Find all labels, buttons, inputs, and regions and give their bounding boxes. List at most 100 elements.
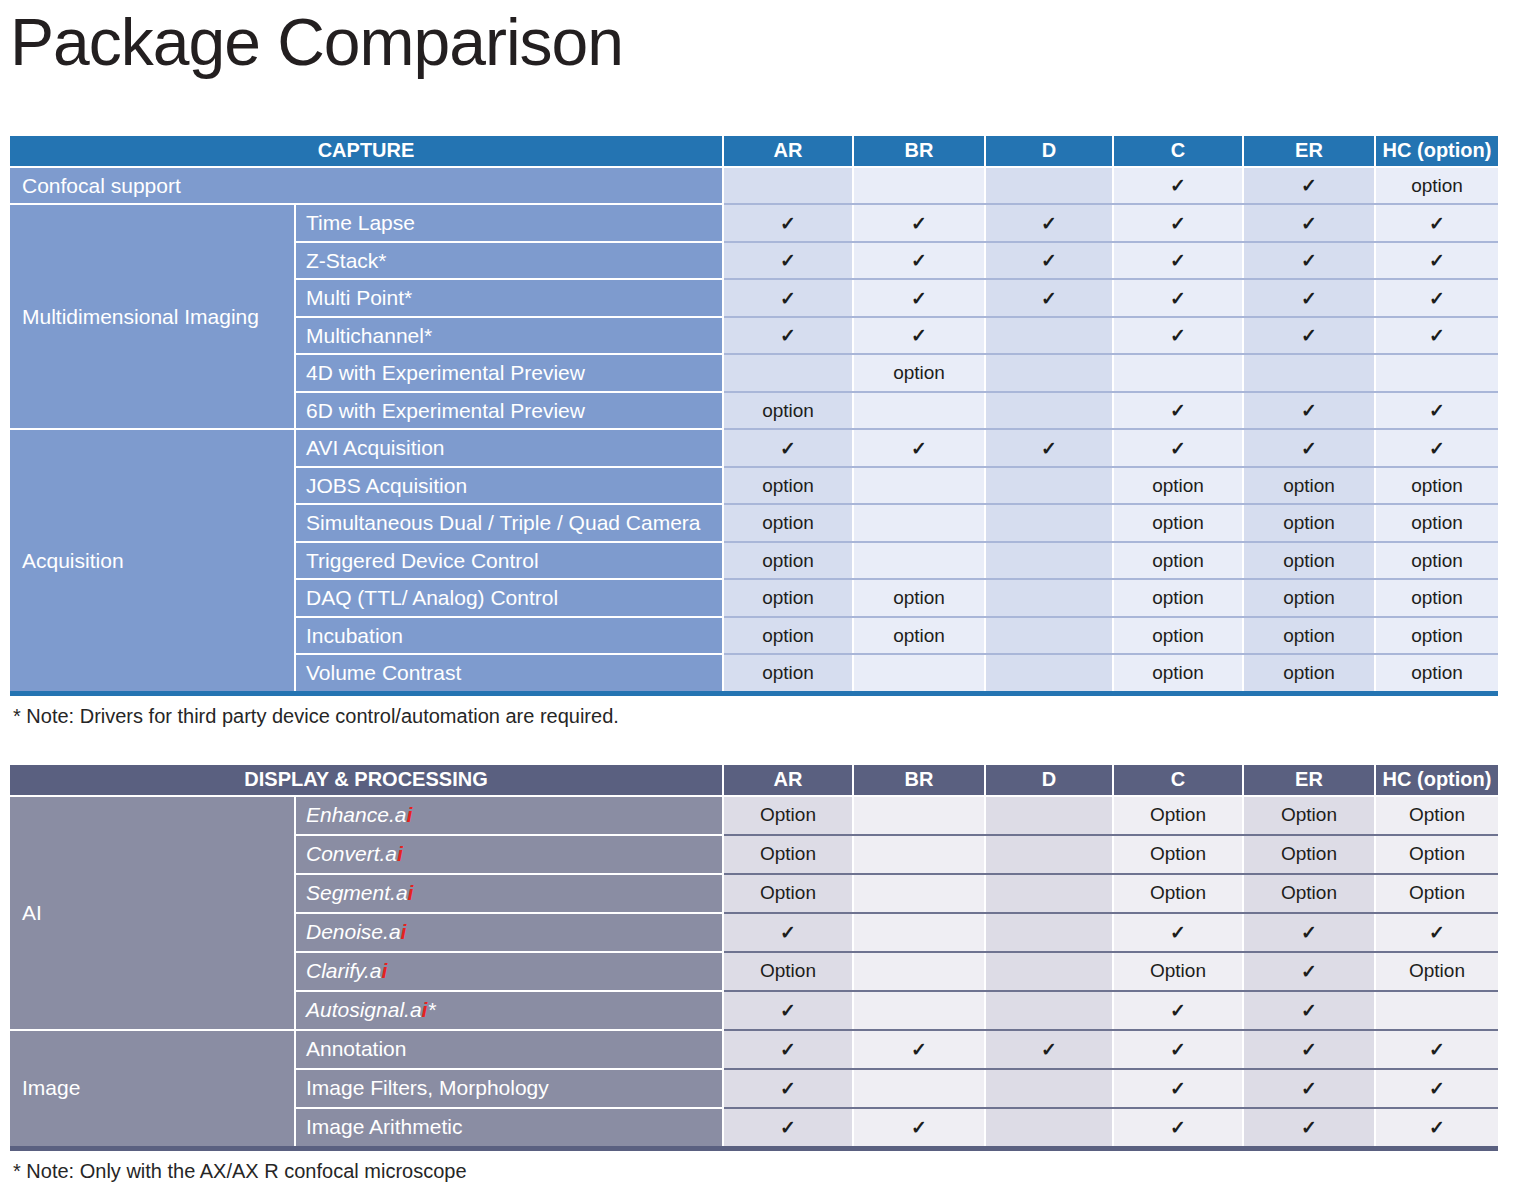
- display-processing-table: DISPLAY & PROCESSINGARBRDCERHC (option)A…: [10, 765, 1498, 1151]
- feature-label: Autosignal.a: [306, 998, 422, 1021]
- feature-label: Clarify.a: [306, 959, 381, 982]
- option-cell: option: [1243, 542, 1375, 580]
- check-cell: ✓: [1243, 1108, 1375, 1149]
- feature-label-red-i: i: [401, 920, 407, 943]
- option-cell: option: [1243, 467, 1375, 505]
- feature-label: Enhance.a: [306, 803, 406, 826]
- feature-cell: Clarify.ai: [295, 952, 723, 991]
- capture-table: CAPTUREARBRDCERHC (option)Confocal suppo…: [10, 136, 1498, 696]
- group-cell: AI: [10, 796, 295, 1030]
- header-row: DISPLAY & PROCESSINGARBRDCERHC (option): [10, 765, 1498, 796]
- feature-label: Confocal support: [22, 174, 181, 197]
- feature-label: AVI Acquisition: [306, 436, 445, 459]
- empty-cell: [1113, 354, 1243, 392]
- feature-label: 6D with Experimental Preview: [306, 399, 585, 422]
- column-header: ER: [1243, 136, 1375, 167]
- column-header: D: [985, 136, 1113, 167]
- check-cell: ✓: [985, 429, 1113, 467]
- feature-cell: AVI Acquisition: [295, 429, 723, 467]
- option-cell: Option: [723, 952, 853, 991]
- feature-label: Simultaneous Dual / Triple / Quad Camera: [306, 511, 701, 534]
- option-cell: option: [1375, 542, 1498, 580]
- empty-cell: [985, 991, 1113, 1030]
- check-cell: ✓: [853, 242, 985, 280]
- option-cell: option: [723, 579, 853, 617]
- option-cell: option: [853, 579, 985, 617]
- empty-cell: [985, 542, 1113, 580]
- feature-cell: Multi Point*: [295, 279, 723, 317]
- page-title: Package Comparison: [10, 6, 1498, 80]
- feature-label: Multichannel*: [306, 324, 432, 347]
- feature-cell: Simultaneous Dual / Triple / Quad Camera: [295, 504, 723, 542]
- option-cell: option: [853, 354, 985, 392]
- option-cell: Option: [1375, 952, 1498, 991]
- option-cell: Option: [1113, 835, 1243, 874]
- empty-cell: [853, 167, 985, 205]
- feature-cell: 6D with Experimental Preview: [295, 392, 723, 430]
- check-cell: ✓: [853, 204, 985, 242]
- check-cell: ✓: [1113, 429, 1243, 467]
- check-cell: ✓: [1113, 1030, 1243, 1069]
- check-cell: ✓: [1113, 167, 1243, 205]
- feature-label-red-i: i: [397, 842, 403, 865]
- option-cell: Option: [1243, 796, 1375, 835]
- column-header: BR: [853, 136, 985, 167]
- check-cell: ✓: [1113, 1069, 1243, 1108]
- display-note: * Note: Only with the AX/AX R confocal m…: [13, 1160, 1498, 1183]
- feature-label: Annotation: [306, 1037, 406, 1060]
- option-cell: option: [1243, 504, 1375, 542]
- check-cell: ✓: [723, 1069, 853, 1108]
- feature-label: Time Lapse: [306, 211, 415, 234]
- option-cell: option: [1113, 504, 1243, 542]
- check-cell: ✓: [1243, 167, 1375, 205]
- empty-cell: [853, 542, 985, 580]
- check-cell: ✓: [853, 279, 985, 317]
- empty-cell: [985, 835, 1113, 874]
- check-cell: ✓: [1243, 392, 1375, 430]
- option-cell: option: [723, 542, 853, 580]
- feature-cell: Annotation: [295, 1030, 723, 1069]
- option-cell: option: [723, 392, 853, 430]
- check-cell: ✓: [1243, 317, 1375, 355]
- feature-label: Segment.a: [306, 881, 408, 904]
- feature-label: Triggered Device Control: [306, 549, 539, 572]
- feature-label-red-i: i: [381, 959, 387, 982]
- column-header: HC (option): [1375, 136, 1498, 167]
- check-cell: ✓: [1375, 317, 1498, 355]
- empty-cell: [853, 874, 985, 913]
- feature-label-red-i: i: [408, 881, 414, 904]
- column-header: BR: [853, 765, 985, 796]
- feature-label: 4D with Experimental Preview: [306, 361, 585, 384]
- feature-label: Image Filters, Morphology: [306, 1076, 549, 1099]
- check-cell: ✓: [1113, 204, 1243, 242]
- feature-label: *: [427, 998, 435, 1021]
- option-cell: option: [723, 654, 853, 693]
- feature-label: Image Arithmetic: [306, 1115, 462, 1138]
- option-cell: option: [1375, 654, 1498, 693]
- feature-cell: Segment.ai: [295, 874, 723, 913]
- empty-cell: [723, 354, 853, 392]
- option-cell: Option: [1243, 835, 1375, 874]
- check-cell: ✓: [1375, 392, 1498, 430]
- empty-cell: [985, 913, 1113, 952]
- table-row: AcquisitionAVI Acquisition✓✓✓✓✓✓: [10, 429, 1498, 467]
- column-header: C: [1113, 765, 1243, 796]
- feature-cell: Confocal support: [10, 167, 723, 205]
- feature-cell: Convert.ai: [295, 835, 723, 874]
- check-cell: ✓: [1243, 1030, 1375, 1069]
- option-cell: option: [1113, 542, 1243, 580]
- empty-cell: [985, 467, 1113, 505]
- check-cell: ✓: [1243, 279, 1375, 317]
- option-cell: option: [1113, 467, 1243, 505]
- feature-cell: Volume Contrast: [295, 654, 723, 693]
- feature-cell: Time Lapse: [295, 204, 723, 242]
- empty-cell: [985, 874, 1113, 913]
- empty-cell: [985, 1069, 1113, 1108]
- check-cell: ✓: [723, 317, 853, 355]
- check-cell: ✓: [1375, 913, 1498, 952]
- check-cell: ✓: [1113, 991, 1243, 1030]
- option-cell: option: [1375, 579, 1498, 617]
- feature-cell: Image Filters, Morphology: [295, 1069, 723, 1108]
- page: Package Comparison CAPTUREARBRDCERHC (op…: [0, 0, 1515, 1183]
- option-cell: option: [1375, 167, 1498, 205]
